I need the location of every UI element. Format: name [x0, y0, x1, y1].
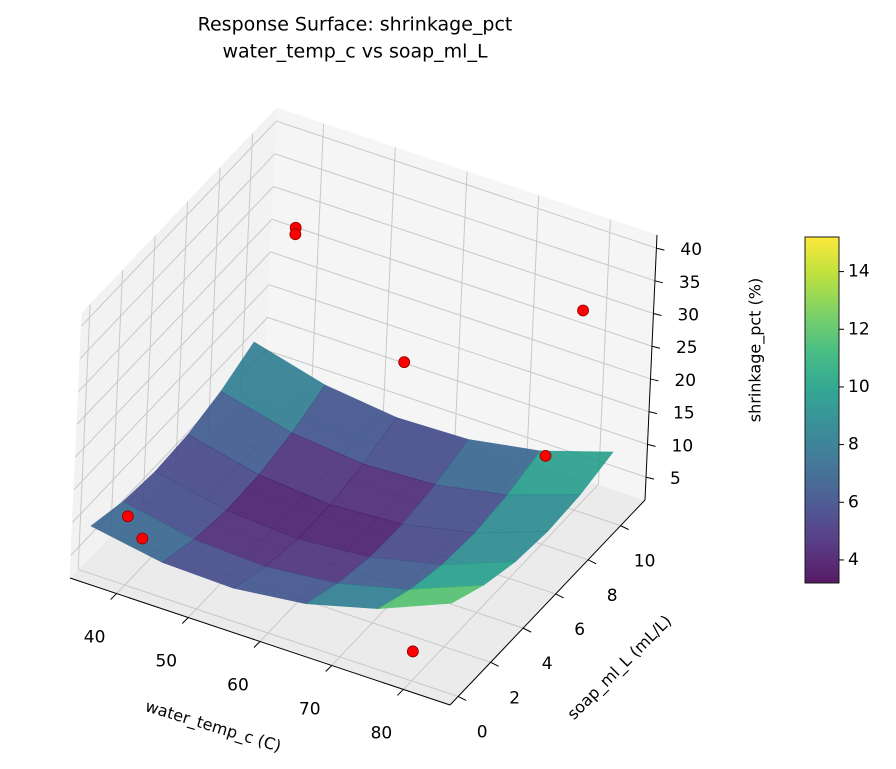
grid-line: [526, 195, 540, 461]
grid-line: [276, 120, 657, 249]
grid-line: [274, 153, 656, 282]
tick-mark: [253, 641, 261, 648]
tick-mark: [397, 689, 404, 696]
tick-mark: [325, 665, 333, 672]
colorbar-tick-label: 6: [848, 492, 859, 512]
grid-line: [273, 186, 654, 314]
data-point: [121, 510, 134, 523]
colorbar: [804, 236, 840, 584]
x-tick-label: 60: [227, 676, 249, 696]
grid-line: [72, 317, 268, 523]
tick-mark: [645, 476, 655, 480]
tick-mark: [647, 443, 656, 447]
z-tick-label: 20: [674, 371, 696, 391]
tick-mark: [490, 661, 499, 667]
grid-line: [81, 120, 277, 327]
grid-line: [76, 218, 273, 425]
grid-line: [267, 316, 648, 445]
tick-mark: [181, 617, 189, 624]
data-point: [406, 645, 419, 658]
tick-mark: [656, 247, 665, 251]
grid-line: [77, 304, 91, 570]
tick-mark: [587, 559, 597, 565]
tick-mark: [654, 280, 664, 284]
z-tick-label: 5: [670, 469, 681, 489]
grid-line: [75, 251, 271, 458]
z-tick-label: 30: [677, 306, 699, 326]
grid-line: [77, 568, 459, 697]
tick-mark: [650, 378, 659, 382]
y-tick-label: 2: [509, 688, 520, 708]
grid-line: [142, 236, 156, 502]
axis-line: [644, 234, 658, 501]
x-tick-label: 80: [371, 723, 393, 743]
grid-line: [78, 186, 274, 392]
x-axis-label: water_temp_c (C): [143, 696, 284, 756]
grid-line: [79, 153, 276, 360]
data-point: [577, 304, 589, 317]
grid-line: [454, 171, 468, 437]
grid-line: [240, 133, 254, 399]
data-point: [136, 532, 149, 545]
colorbar-tick-label: 14: [848, 262, 870, 282]
grid-line: [268, 284, 650, 413]
z-tick-label: 10: [672, 436, 694, 456]
colorbar-tick-label: 12: [848, 319, 870, 339]
x-tick-label: 40: [84, 628, 106, 648]
tick-mark: [651, 345, 661, 349]
tick-mark: [555, 593, 564, 599]
data-point: [289, 228, 302, 241]
colorbar-tick-label: 4: [848, 550, 859, 570]
z-tick-label: 15: [673, 404, 695, 424]
grid-line: [175, 201, 189, 467]
y-tick-label: 10: [634, 552, 656, 572]
grid-line: [270, 251, 651, 380]
surface-patch: [378, 585, 484, 610]
data-point: [539, 449, 552, 462]
y-tick-label: 4: [542, 654, 553, 674]
grid-line: [597, 219, 611, 485]
data-point: [398, 356, 411, 369]
axis-line: [449, 499, 646, 706]
chart-subtitle: water_temp_c vs soap_ml_L: [222, 41, 488, 63]
grid-line: [311, 123, 325, 389]
tick-mark: [653, 313, 662, 317]
grid-line: [403, 484, 599, 690]
tick-mark: [648, 411, 658, 415]
tick-mark: [522, 627, 532, 633]
axis-line: [69, 577, 451, 706]
grid-line: [382, 147, 396, 413]
z-tick-label: 35: [679, 273, 701, 293]
y-tick-label: 0: [477, 722, 488, 742]
z-tick-label: 40: [680, 240, 702, 260]
chart-title: Response Surface: shrinkage_pct: [198, 14, 513, 36]
grid-line: [73, 284, 270, 491]
grid-line: [207, 167, 221, 433]
z-tick-label: 25: [676, 338, 698, 358]
tick-mark: [110, 593, 117, 600]
grid-line: [110, 270, 124, 536]
tick-mark: [620, 525, 629, 531]
z-axis-label: shrinkage_pct (%): [746, 278, 766, 422]
x-tick-label: 50: [155, 652, 177, 672]
colorbar-tick-label: 8: [848, 435, 859, 455]
grid-line: [271, 218, 653, 347]
colorbar-tick-label: 10: [848, 377, 870, 397]
x-tick-label: 70: [299, 699, 321, 719]
y-tick-label: 8: [607, 586, 618, 606]
y-tick-label: 6: [574, 620, 585, 640]
tick-mark: [457, 696, 467, 701]
